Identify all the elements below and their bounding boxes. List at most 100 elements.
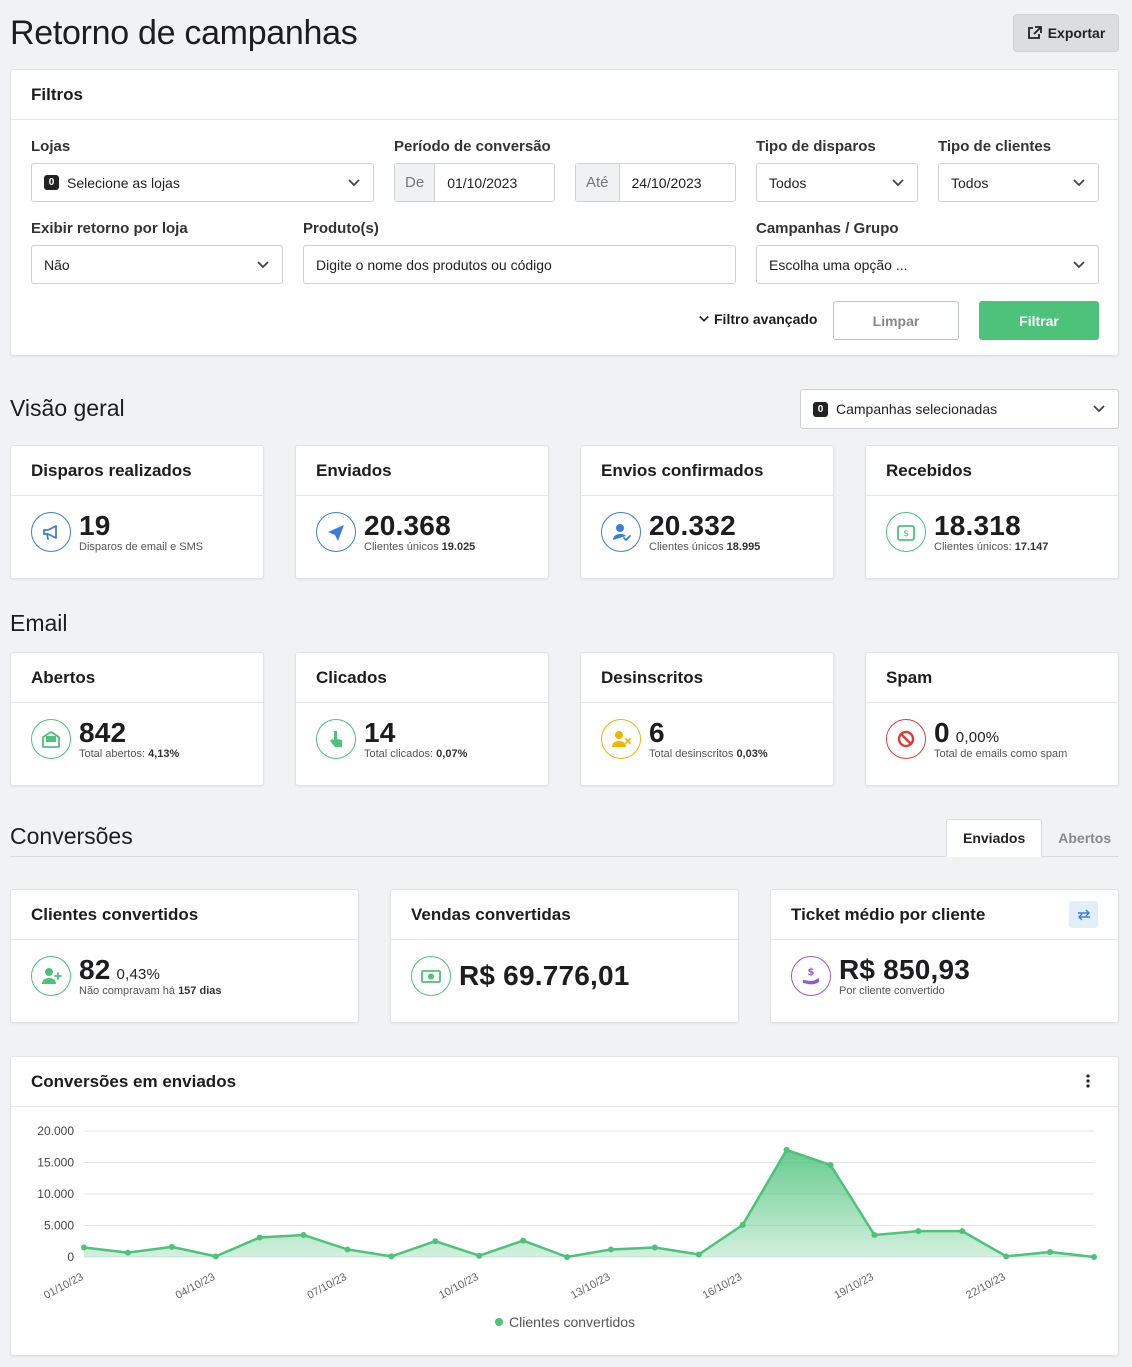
exibir-retorno-label: Exibir retorno por loja	[31, 220, 188, 237]
stat-value: 14	[364, 717, 396, 748]
stat-card-title: Ticket médio por cliente	[791, 904, 986, 924]
clear-button[interactable]: Limpar	[833, 301, 959, 340]
chevron-down-icon	[1093, 405, 1105, 413]
stat-card: Disparos realizados 19 Disparos de email e…	[10, 445, 264, 579]
user-remove-icon	[601, 719, 641, 759]
x-tick-label: 07/10/23	[305, 1271, 348, 1302]
campanhas-select[interactable]: Escolha uma opção ...	[756, 245, 1099, 284]
page-title: Retorno de campanhas	[10, 14, 358, 52]
stat-card-title: Vendas convertidas	[411, 904, 571, 924]
data-point	[607, 1246, 614, 1253]
conversions-title: Conversões	[10, 823, 133, 849]
stat-value: R$ 69.776,01	[459, 960, 630, 991]
lojas-select[interactable]: 0 Selecione as lojas	[31, 163, 374, 202]
produtos-placeholder: Digite o nome dos produtos ou código	[316, 256, 552, 273]
user-check-icon	[601, 512, 641, 552]
exibir-retorno-select[interactable]: Não	[31, 245, 283, 284]
stat-card: Desinscritos 6 Total desinscritos 0,03%	[580, 652, 834, 786]
campanhas-value: Escolha uma opção ...	[769, 256, 908, 273]
megaphone-icon	[31, 512, 71, 552]
data-point	[388, 1253, 395, 1260]
data-point	[212, 1253, 219, 1260]
stat-value: 842	[79, 717, 127, 748]
chevron-down-icon	[699, 315, 709, 322]
legend-label: Clientes convertidos	[509, 1314, 635, 1330]
data-point	[651, 1244, 658, 1251]
data-point	[344, 1246, 351, 1253]
filters-card: Filtros	[10, 69, 1119, 356]
stat-card-title: Enviados	[316, 460, 392, 480]
data-point	[564, 1254, 571, 1260]
stat-card: Recebidos $18.318 Clientes únicos: 17.147	[865, 445, 1119, 579]
user-plus-icon	[31, 956, 71, 996]
stat-subtitle: Total clicados: 0,07%	[364, 748, 467, 760]
tab-enviados[interactable]: Enviados	[946, 819, 1043, 857]
periodo-label: Período de conversão	[394, 138, 551, 155]
campaigns-select[interactable]: 0 Campanhas selecionadas	[800, 389, 1119, 429]
series-line	[83, 1148, 1095, 1259]
stat-subtitle-text: Total desinscritos	[649, 748, 734, 760]
conversions-chart: 0 5.000 10.000 15.000 20.000 01/10/23 04/10/23…	[37, 1124, 1097, 1330]
stat-subtitle: Clientes únicos: 17.147	[934, 541, 1048, 553]
x-tick-label: 13/10/23	[569, 1271, 612, 1302]
stat-value: 18.318	[934, 510, 1021, 541]
hand-dollar-icon: $	[791, 956, 831, 996]
campaigns-count-badge: 0	[813, 401, 828, 417]
chevron-down-icon	[1073, 261, 1085, 269]
stat-value: 19	[79, 510, 111, 541]
export-button[interactable]: Exportar	[1013, 14, 1119, 52]
stat-card-title: Spam	[886, 667, 933, 687]
stat-subtitle-value: 18.995	[726, 541, 761, 553]
lojas-placeholder: Selecione as lojas	[67, 174, 180, 191]
stat-value: 0	[934, 717, 950, 748]
chevron-down-icon	[892, 179, 904, 187]
stat-subtitle-value: 17.147	[1014, 541, 1049, 553]
stat-subtitle: Não compravam há 157 dias	[79, 985, 221, 997]
y-tick-label: 0	[67, 1250, 74, 1264]
stat-value: 20.332	[649, 510, 736, 541]
stat-card: Clicados 14 Total clicados: 0,07%	[295, 652, 549, 786]
advanced-filter-toggle[interactable]: Filtro avançado	[698, 311, 817, 327]
stat-subtitle-text: Por cliente convertido	[839, 985, 945, 997]
y-tick-label: 5.000	[44, 1219, 74, 1233]
data-point	[695, 1251, 702, 1258]
stat-card: Spam 0 0,00% Total de emails como spam	[865, 652, 1119, 786]
date-from-value: 01/10/2023	[447, 174, 518, 191]
stat-value: 82	[79, 954, 111, 985]
data-point	[871, 1231, 878, 1238]
cash-icon	[411, 956, 451, 996]
date-from-field[interactable]: De 01/10/2023	[394, 163, 555, 202]
data-point	[432, 1238, 439, 1245]
export-label: Exportar	[1047, 25, 1106, 41]
stat-card-title: Envios confirmados	[601, 460, 764, 480]
paper-plane-icon	[316, 512, 356, 552]
stat-card: Envios confirmados 20.332 Clientes únicos …	[580, 445, 834, 579]
more-vertical-icon[interactable]	[1086, 1073, 1090, 1089]
x-tick-label: 22/10/23	[964, 1271, 1007, 1302]
stat-value: 6	[649, 717, 665, 748]
stat-card: Vendas convertidas R$ 69.776,01	[390, 889, 739, 1023]
swap-button[interactable]	[1069, 901, 1098, 928]
y-tick-label: 15.000	[37, 1156, 74, 1170]
produtos-input[interactable]: Digite o nome dos produtos ou código	[303, 245, 736, 284]
tipo-clientes-select[interactable]: Todos	[938, 163, 1099, 202]
tipo-disparos-select[interactable]: Todos	[756, 163, 918, 202]
stat-card: Abertos 842 Total abertos: 4,13%	[10, 652, 264, 786]
money-envelope-icon: $	[886, 512, 926, 552]
overview-title: Visão geral	[10, 395, 125, 421]
stat-subtitle-value: 157 dias	[178, 985, 222, 997]
stat-card-title: Desinscritos	[601, 667, 704, 687]
filter-button[interactable]: Filtrar	[979, 301, 1099, 340]
data-point	[915, 1228, 922, 1235]
data-point	[739, 1221, 746, 1228]
swap-arrows-icon	[1077, 909, 1090, 920]
stat-subtitle-text: Não compravam há	[79, 985, 175, 997]
email-title: Email	[10, 610, 68, 636]
x-tick-label: 19/10/23	[832, 1271, 875, 1302]
data-point	[827, 1162, 834, 1169]
series-area	[84, 1149, 1094, 1257]
svg-text:$: $	[903, 529, 909, 539]
tab-abertos[interactable]: Abertos	[1058, 830, 1112, 846]
date-to-field[interactable]: Até 24/10/2023	[575, 163, 736, 202]
tipo-clientes-value: Todos	[951, 174, 989, 191]
